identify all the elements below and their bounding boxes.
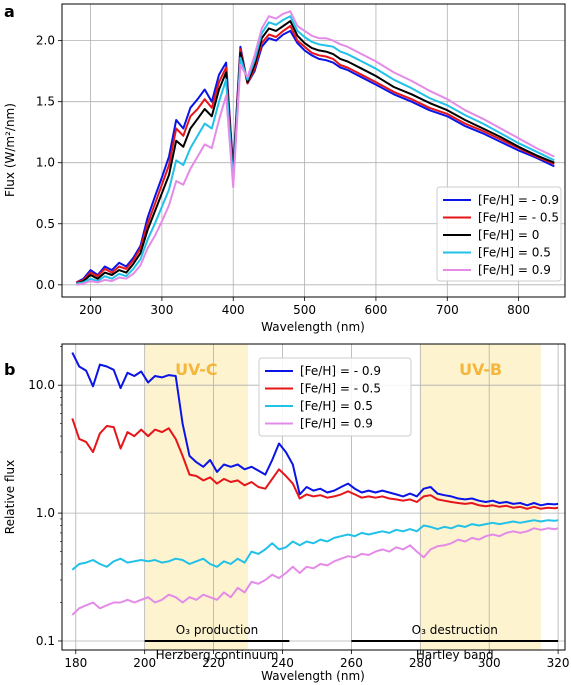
panel-b-x-ticks: 180 200 220 240 260 280 300 320 [64, 650, 570, 670]
panel-a-series-line-4 [76, 10, 555, 286]
panel-b-x-tick-label-300: 300 [478, 656, 501, 670]
panel-a-x-tick-label-600: 600 [364, 303, 387, 317]
panel-a-x-axis-label: Wavelength (nm) [261, 320, 365, 334]
panel-a-x-tick-label-800: 800 [507, 303, 530, 317]
panel-b-band-label-UV-C: UV-C [175, 360, 218, 379]
panel-b-y-tick-label-0.1: 0.1 [36, 634, 55, 648]
panel-b-legend: [Fe/H] = - 0.9 [Fe/H] = - 0.5 [Fe/H] = 0.5… [258, 357, 412, 437]
panel-b: b UV-C UV-B O₃ production Herzberg continu… [3, 343, 570, 683]
panel-b-y-tick-label-1.0: 1.0 [36, 506, 55, 520]
panel-b-legend-label-3: [Fe/H] = 0.9 [300, 417, 373, 431]
panel-a: a 200 300 400 500 600 700 800 0.00.51.01.52.0 … [3, 2, 566, 334]
panel-a-y-tick-label-1.0: 1.0 [36, 156, 55, 170]
panel-a-legend-label-4: [Fe/H] = 0.9 [478, 263, 551, 277]
panel-a-series-line-2 [75, 20, 555, 285]
panel-a-y-axis-label: Flux (W/m²/nm) [3, 103, 17, 197]
panel-b-y-tick-label-10.0: 10.0 [28, 378, 55, 392]
panel-a-legend-label-3: [Fe/H] = 0.5 [478, 246, 551, 260]
panel-b-x-axis-label: Wavelength (nm) [261, 669, 365, 683]
panel-b-legend-label-2: [Fe/H] = 0.5 [300, 399, 373, 413]
panel-b-frame [61, 343, 566, 651]
panel-a-series-line-1 [75, 25, 555, 284]
panel-b-x-tick-label-180: 180 [64, 656, 87, 670]
panel-b-x-tick-label-260: 260 [340, 656, 363, 670]
panel-b-legend-label-0: [Fe/H] = - 0.9 [300, 364, 381, 378]
panel-b-x-tick-label-320: 320 [547, 656, 570, 670]
panel-a-y-tick-label-1.5: 1.5 [36, 95, 55, 109]
panel-b-series-line-1 [71, 418, 559, 510]
panel-a-x-tick-label-500: 500 [293, 303, 316, 317]
panel-b-series-line-0 [71, 352, 559, 507]
panel-a-y-tick-label-0.5: 0.5 [36, 217, 55, 231]
panel-a-legend: [Fe/H] = - 0.9 [Fe/H] = - 0.5 [Fe/H] = 0 [F… [436, 186, 562, 282]
panel-a-x-tick-label-300: 300 [150, 303, 173, 317]
panel-a-y-tick-label-2.0: 2.0 [36, 34, 55, 48]
panel-b-annotation-bottom-1: Hartley band [416, 648, 494, 662]
panel-a-legend-label-2: [Fe/H] = 0 [478, 228, 539, 242]
panel-b-series [71, 352, 559, 616]
panel-b-y-ticks: 0.1 1.0 10.0 [28, 346, 62, 648]
panel-a-series-line-3 [76, 15, 555, 285]
panel-a-x-tick-label-700: 700 [436, 303, 459, 317]
panel-a-x-ticks: 200 300 400 500 600 700 800 [79, 297, 530, 317]
panel-b-x-tick-label-280: 280 [409, 656, 432, 670]
panel-a-y-ticks: 0.0 0.5 1.0 1.5 2.0 [36, 34, 62, 292]
panel-a-frame [61, 3, 566, 298]
panel-b-x-tick-label-240: 240 [271, 656, 294, 670]
panel-a-legend-label-1: [Fe/H] = - 0.5 [478, 211, 559, 225]
panel-b-x-tick-label-220: 220 [202, 656, 225, 670]
panel-b-series-line-2 [71, 519, 559, 571]
panel-b-legend-box [258, 357, 412, 437]
panel-a-y-tick-label-0.0: 0.0 [36, 278, 55, 292]
panel-a-legend-label-0: [Fe/H] = - 0.9 [478, 193, 559, 207]
panel-b-legend-label-1: [Fe/H] = - 0.5 [300, 382, 381, 396]
panel-b-band-UV-B [420, 344, 541, 650]
panel-a-x-tick-label-400: 400 [222, 303, 245, 317]
panel-a-label: a [4, 2, 15, 21]
panel-b-annotation-top-0: O₃ production [176, 623, 259, 637]
panel-a-x-tick-label-200: 200 [79, 303, 102, 317]
panel-b-annotations: O₃ production Herzberg continuum O₃ destru… [144, 623, 559, 662]
panel-b-series-line-3 [71, 527, 559, 616]
panel-b-label: b [4, 360, 15, 379]
panel-b-annotation-top-1: O₃ destruction [412, 623, 498, 637]
panel-b-y-axis-label: Relative flux [3, 460, 17, 534]
panel-b-band-label-UV-B: UV-B [459, 360, 502, 379]
panel-b-x-tick-label-200: 200 [133, 656, 156, 670]
panel-a-legend-box [436, 186, 562, 282]
panel-a-series [75, 10, 555, 286]
panel-b-band-UV-C [144, 344, 249, 650]
panel-b-annotation-bottom-0: Herzberg continuum [156, 648, 279, 662]
